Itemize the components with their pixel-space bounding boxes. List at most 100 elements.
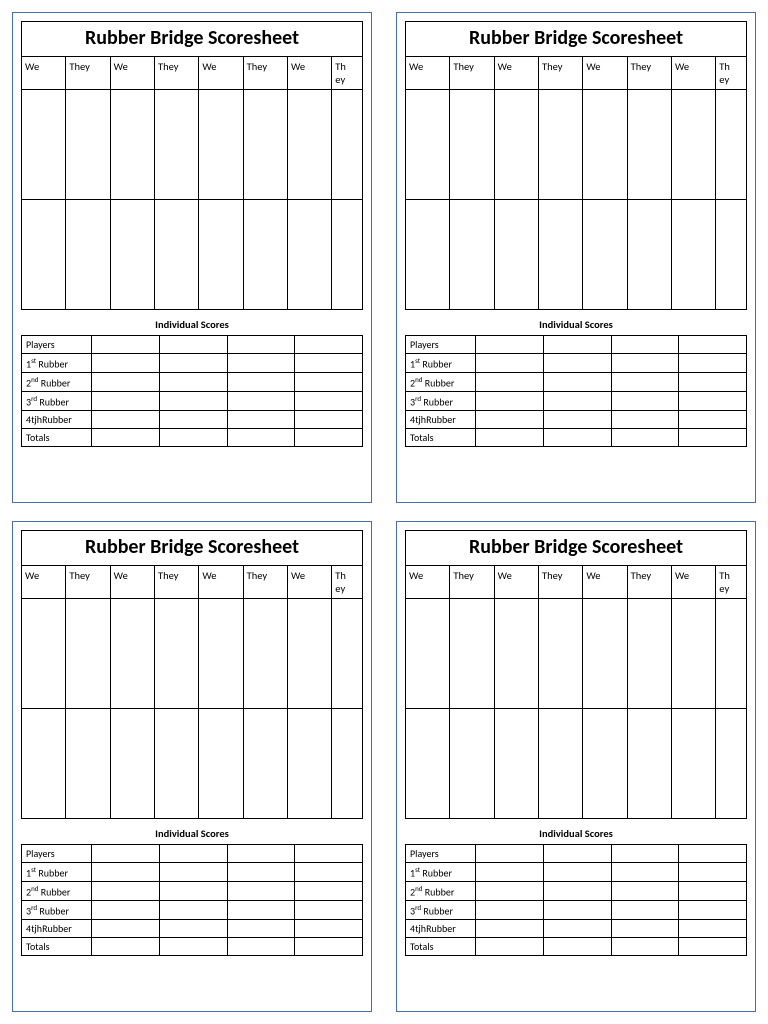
score-cell: [154, 199, 198, 309]
score-cell: [227, 901, 295, 920]
score-cell: [476, 844, 544, 862]
row-label: 3rd Rubber: [22, 901, 92, 920]
score-cell: [227, 429, 295, 447]
score-cell: [332, 708, 363, 818]
score-cell: [66, 199, 110, 309]
score-cell: [543, 429, 611, 447]
table-row: Totals: [22, 429, 363, 447]
score-cell: [538, 89, 582, 199]
table-row: 1st Rubber: [406, 862, 747, 881]
score-cell: [199, 708, 243, 818]
score-cell: [611, 429, 679, 447]
row-label: 3rd Rubber: [22, 392, 92, 411]
table-row: 3rd Rubber: [22, 392, 363, 411]
score-cell: [227, 335, 295, 353]
score-cell: [476, 862, 544, 881]
score-cell: [243, 708, 287, 818]
score-row: [22, 708, 363, 818]
score-cell: [227, 862, 295, 881]
score-cell: [110, 598, 154, 708]
score-cell: [295, 372, 363, 391]
score-cell: [199, 199, 243, 309]
table-row: 4tjhRubber: [22, 920, 363, 938]
score-table: WeTheyWeTheyWeTheyWeThey: [405, 56, 747, 310]
score-column-header: They: [716, 565, 747, 598]
score-cell: [92, 429, 160, 447]
score-column-header: We: [583, 565, 627, 598]
score-cell: [110, 89, 154, 199]
score-cell: [295, 429, 363, 447]
score-cell: [227, 411, 295, 429]
score-row: [22, 598, 363, 708]
score-cell: [494, 199, 538, 309]
score-column-header: We: [22, 565, 66, 598]
score-cell: [243, 199, 287, 309]
score-cell: [476, 920, 544, 938]
score-cell: [295, 335, 363, 353]
score-cell: [671, 89, 715, 199]
score-cell: [543, 844, 611, 862]
score-cell: [583, 598, 627, 708]
row-label: 1st Rubber: [406, 353, 476, 372]
score-column-header: They: [450, 565, 494, 598]
table-row: Totals: [22, 938, 363, 956]
score-cell: [243, 89, 287, 199]
row-label: Totals: [406, 429, 476, 447]
score-cell: [92, 844, 160, 862]
score-cell: [66, 708, 110, 818]
score-cell: [611, 844, 679, 862]
score-cell: [671, 199, 715, 309]
table-row: 1st Rubber: [22, 862, 363, 881]
table-row: 2nd Rubber: [406, 881, 747, 900]
score-cell: [159, 392, 227, 411]
score-cell: [287, 708, 331, 818]
row-label: Totals: [22, 938, 92, 956]
score-cell: [159, 335, 227, 353]
score-cell: [159, 881, 227, 900]
score-cell: [543, 392, 611, 411]
table-row: 4tjhRubber: [406, 411, 747, 429]
score-cell: [716, 89, 747, 199]
table-row: 2nd Rubber: [406, 372, 747, 391]
score-cell: [543, 938, 611, 956]
score-column-header: They: [627, 565, 671, 598]
score-cell: [450, 708, 494, 818]
score-cell: [227, 881, 295, 900]
table-row: Players: [406, 844, 747, 862]
row-label: 2nd Rubber: [406, 372, 476, 391]
score-cell: [543, 862, 611, 881]
score-cell: [295, 881, 363, 900]
row-label: 2nd Rubber: [22, 372, 92, 391]
score-cell: [159, 938, 227, 956]
score-cell: [476, 392, 544, 411]
table-row: 2nd Rubber: [22, 881, 363, 900]
score-cell: [227, 372, 295, 391]
score-cell: [92, 353, 160, 372]
score-column-header: They: [716, 56, 747, 89]
individual-scores-table: Players1st Rubber2nd Rubber3rd Rubber4tj…: [405, 335, 747, 448]
score-cell: [295, 938, 363, 956]
score-cell: [543, 372, 611, 391]
score-column-header: They: [538, 56, 582, 89]
score-column-header: They: [154, 565, 198, 598]
score-cell: [611, 920, 679, 938]
score-cell: [22, 89, 66, 199]
score-cell: [611, 372, 679, 391]
score-cell: [66, 598, 110, 708]
score-cell: [159, 353, 227, 372]
score-column-header: They: [66, 565, 110, 598]
score-cell: [154, 708, 198, 818]
score-column-header: We: [671, 56, 715, 89]
score-cell: [716, 598, 747, 708]
score-row: [406, 89, 747, 199]
score-cell: [583, 89, 627, 199]
score-column-header: They: [627, 56, 671, 89]
score-cell: [538, 199, 582, 309]
score-cell: [450, 89, 494, 199]
score-cell: [92, 920, 160, 938]
score-column-header: We: [199, 565, 243, 598]
score-cell: [476, 411, 544, 429]
score-cell: [227, 920, 295, 938]
score-cell: [679, 901, 747, 920]
score-cell: [227, 938, 295, 956]
